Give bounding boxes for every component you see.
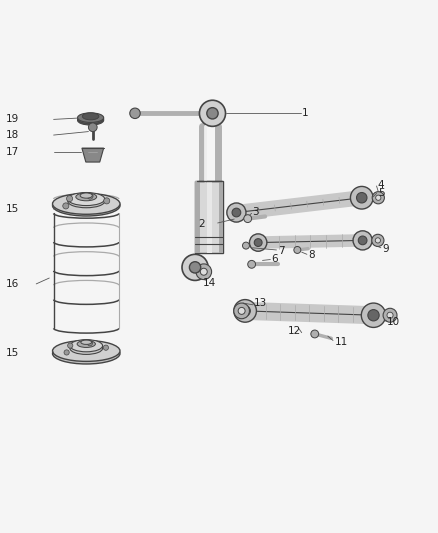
Circle shape (67, 343, 73, 348)
Ellipse shape (82, 113, 99, 120)
Text: 8: 8 (308, 250, 315, 260)
Ellipse shape (76, 193, 97, 201)
Bar (207, 181, 212, 254)
Circle shape (227, 203, 246, 222)
Circle shape (232, 208, 241, 217)
Circle shape (207, 108, 218, 119)
Bar (195, 181, 200, 254)
Ellipse shape (53, 193, 120, 214)
Text: 5: 5 (378, 188, 385, 198)
Text: 15: 15 (6, 348, 19, 358)
Text: 19: 19 (6, 115, 19, 124)
Polygon shape (82, 148, 104, 162)
Circle shape (357, 192, 367, 203)
Text: 7: 7 (278, 246, 284, 256)
Text: 16: 16 (6, 279, 19, 289)
Circle shape (104, 198, 110, 204)
Circle shape (87, 341, 92, 346)
Text: 9: 9 (382, 244, 389, 254)
Text: 13: 13 (254, 298, 267, 309)
Circle shape (238, 308, 245, 314)
Ellipse shape (70, 342, 102, 354)
Bar (219, 181, 223, 254)
Text: 17: 17 (6, 148, 19, 157)
Circle shape (248, 261, 255, 268)
Text: 14: 14 (202, 278, 215, 288)
Ellipse shape (70, 340, 102, 352)
Text: 1: 1 (302, 108, 308, 118)
Circle shape (353, 231, 372, 250)
Circle shape (358, 236, 367, 245)
Circle shape (372, 192, 385, 204)
Circle shape (243, 242, 250, 249)
Ellipse shape (77, 341, 95, 348)
Circle shape (372, 235, 384, 246)
Circle shape (240, 305, 251, 316)
Circle shape (234, 300, 256, 322)
Circle shape (350, 187, 373, 209)
Circle shape (250, 234, 267, 251)
Circle shape (130, 108, 140, 118)
Text: 11: 11 (334, 337, 348, 347)
Circle shape (64, 350, 69, 355)
Text: 2: 2 (198, 219, 205, 229)
Ellipse shape (78, 114, 104, 124)
Circle shape (311, 330, 319, 338)
Circle shape (88, 123, 97, 132)
Circle shape (376, 195, 381, 200)
Circle shape (200, 268, 207, 275)
Ellipse shape (53, 341, 120, 361)
Ellipse shape (68, 195, 105, 208)
Ellipse shape (80, 193, 92, 198)
Ellipse shape (68, 192, 105, 206)
Circle shape (244, 215, 252, 223)
Circle shape (63, 203, 69, 209)
Circle shape (189, 262, 201, 273)
Circle shape (67, 196, 73, 201)
Ellipse shape (78, 113, 104, 123)
Text: 15: 15 (6, 204, 19, 214)
Ellipse shape (81, 340, 92, 344)
Circle shape (294, 246, 301, 254)
Ellipse shape (53, 343, 120, 364)
Circle shape (199, 100, 226, 126)
Circle shape (361, 303, 386, 327)
Text: 4: 4 (378, 180, 385, 190)
Text: 10: 10 (387, 317, 400, 327)
Circle shape (182, 254, 208, 280)
Bar (195, 181, 223, 254)
Circle shape (387, 312, 393, 318)
Ellipse shape (53, 195, 120, 216)
Circle shape (368, 310, 379, 321)
Text: 12: 12 (288, 326, 301, 336)
Text: 6: 6 (271, 254, 278, 264)
Circle shape (254, 239, 262, 246)
Circle shape (196, 264, 212, 279)
Circle shape (87, 193, 93, 199)
Circle shape (103, 345, 109, 350)
Circle shape (383, 308, 397, 322)
Circle shape (375, 238, 381, 243)
Ellipse shape (78, 116, 104, 125)
Circle shape (234, 303, 250, 319)
Text: 3: 3 (253, 207, 259, 217)
Text: 18: 18 (6, 130, 19, 140)
